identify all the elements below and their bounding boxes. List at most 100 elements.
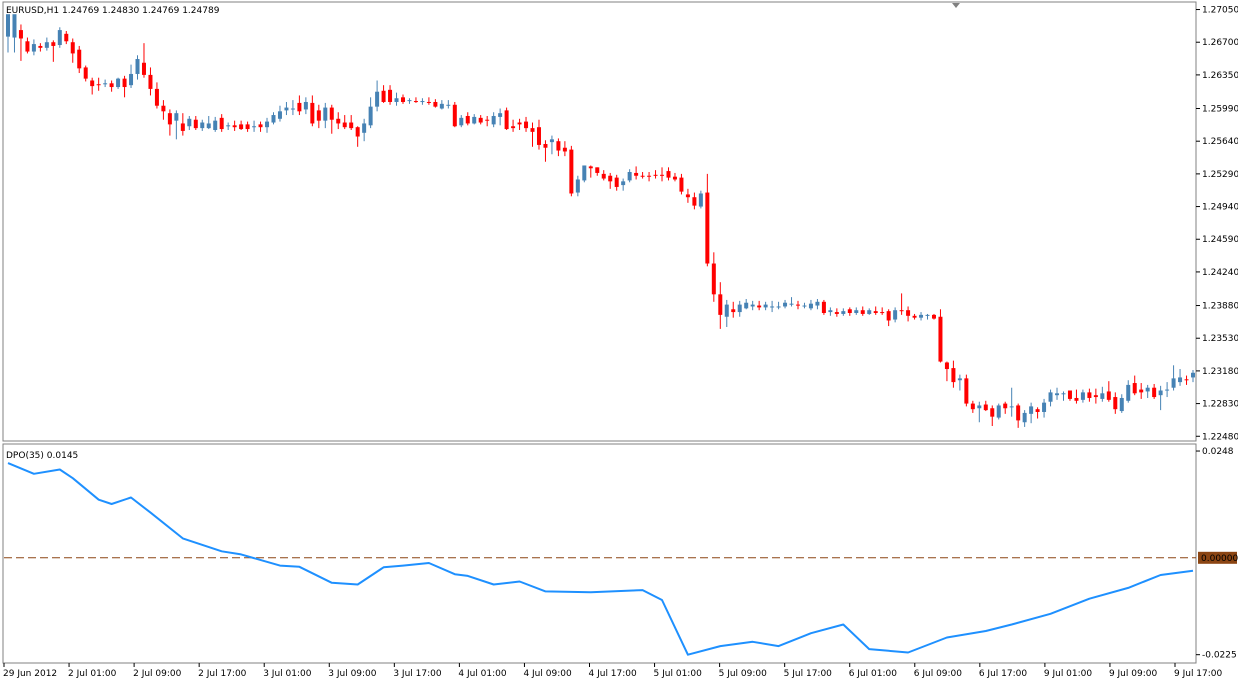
candle-body[interactable] [1067, 390, 1072, 399]
candle-body[interactable] [666, 171, 671, 178]
candle-body[interactable] [57, 30, 62, 46]
candle-body[interactable] [1029, 406, 1034, 414]
candle-body[interactable] [232, 125, 237, 128]
candle-body[interactable] [51, 42, 56, 46]
candle-body[interactable] [413, 101, 418, 103]
candle-body[interactable] [245, 124, 250, 130]
candle-body[interactable] [1061, 393, 1066, 395]
candle-body[interactable] [1009, 406, 1014, 408]
candle-body[interactable] [1165, 389, 1170, 391]
candle-body[interactable] [226, 125, 231, 127]
candle-body[interactable] [957, 378, 962, 381]
candle-body[interactable] [1100, 393, 1105, 399]
candle-body[interactable] [1016, 405, 1021, 421]
candle-body[interactable] [1139, 389, 1144, 393]
candle-body[interactable] [938, 316, 943, 362]
candle-body[interactable] [329, 107, 334, 120]
candle-body[interactable] [180, 123, 185, 131]
candle-body[interactable] [724, 304, 729, 317]
candle-body[interactable] [213, 120, 218, 130]
candle-body[interactable] [349, 122, 354, 129]
candle-body[interactable] [148, 74, 153, 89]
candle-body[interactable] [977, 405, 982, 409]
candle-body[interactable] [362, 123, 367, 133]
candle-body[interactable] [290, 108, 295, 110]
candle-body[interactable] [705, 192, 710, 264]
candle-body[interactable] [375, 91, 380, 107]
candle-body[interactable] [161, 105, 166, 112]
candle-body[interactable] [1171, 378, 1176, 388]
candle-body[interactable] [524, 121, 529, 129]
candle-body[interactable] [1093, 395, 1098, 398]
candle-body[interactable] [446, 104, 451, 106]
candle-body[interactable] [77, 49, 82, 69]
candle-body[interactable] [543, 143, 548, 148]
candle-body[interactable] [821, 301, 826, 314]
candle-body[interactable] [239, 124, 244, 130]
candle-body[interactable] [588, 166, 593, 169]
candle-body[interactable] [763, 304, 768, 308]
candle-body[interactable] [485, 119, 490, 121]
candle-body[interactable] [200, 122, 205, 129]
candle-body[interactable] [433, 101, 438, 107]
candle-body[interactable] [491, 115, 496, 125]
candle-body[interactable] [6, 14, 10, 37]
candle-body[interactable] [1106, 391, 1111, 400]
candle-body[interactable] [737, 304, 742, 313]
dpo-line[interactable] [7, 462, 1194, 656]
candle-body[interactable] [647, 175, 652, 177]
candle-body[interactable] [252, 126, 257, 128]
candle-body[interactable] [1003, 403, 1008, 409]
candle-body[interactable] [1113, 397, 1118, 410]
candle-body[interactable] [310, 102, 315, 124]
candle-body[interactable] [342, 122, 347, 128]
candle-body[interactable] [420, 101, 425, 103]
candle-body[interactable] [608, 175, 613, 182]
candle-body[interactable] [1191, 372, 1195, 378]
candle-body[interactable] [660, 174, 665, 176]
candle-body[interactable] [452, 104, 457, 127]
candle-body[interactable] [129, 73, 134, 86]
candle-body[interactable] [536, 127, 541, 145]
candle-body[interactable] [316, 110, 321, 121]
candle-body[interactable] [601, 173, 606, 179]
candle-body[interactable] [388, 89, 393, 102]
candle-body[interactable] [964, 378, 969, 404]
candle-body[interactable] [103, 83, 108, 85]
candle-body[interactable] [407, 100, 412, 102]
candle-body[interactable] [206, 123, 211, 129]
candle-body[interactable] [394, 98, 399, 102]
candle-body[interactable] [439, 103, 444, 109]
candle-body[interactable] [925, 314, 930, 316]
candle-body[interactable] [789, 303, 794, 305]
candle-body[interactable] [154, 88, 159, 106]
candle-body[interactable] [122, 78, 127, 88]
candle-body[interactable] [1119, 397, 1124, 412]
candle-body[interactable] [776, 306, 781, 308]
candle-body[interactable] [44, 42, 49, 48]
candle-body[interactable] [96, 84, 101, 86]
candle-body[interactable] [672, 176, 677, 180]
candle-body[interactable] [996, 405, 1001, 418]
candle-body[interactable] [653, 174, 658, 176]
candle-body[interactable] [627, 172, 632, 181]
candle-body[interactable] [465, 115, 470, 124]
indicator-panel[interactable] [2, 443, 1197, 664]
candle-body[interactable] [970, 403, 975, 410]
candle-body[interactable] [640, 175, 645, 177]
candle-body[interactable] [1132, 383, 1137, 394]
candle-body[interactable] [783, 302, 788, 307]
candle-body[interactable] [472, 116, 477, 124]
candle-body[interactable] [802, 305, 807, 307]
candle-body[interactable] [336, 118, 341, 124]
candle-body[interactable] [355, 127, 360, 137]
candle-body[interactable] [912, 315, 917, 318]
candle-body[interactable] [284, 107, 289, 111]
candle-body[interactable] [511, 126, 516, 129]
candle-body[interactable] [530, 128, 535, 132]
candle-body[interactable] [193, 119, 198, 129]
candle-body[interactable] [116, 78, 121, 88]
candle-body[interactable] [880, 312, 885, 314]
candle-body[interactable] [867, 310, 872, 314]
candle-body[interactable] [893, 310, 898, 320]
